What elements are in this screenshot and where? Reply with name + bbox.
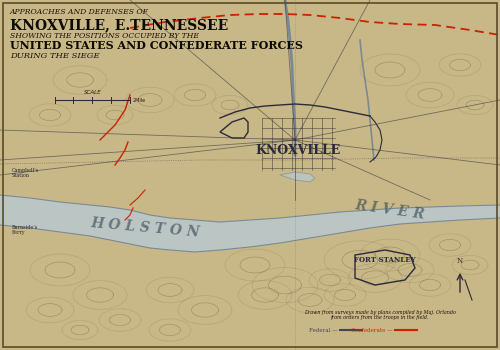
Text: Federal —: Federal — (310, 328, 338, 332)
Text: Confederate —: Confederate — (352, 328, 393, 332)
Text: UNITED STATES AND CONFEDERATE FORCES: UNITED STATES AND CONFEDERATE FORCES (10, 40, 303, 51)
Text: N: N (457, 257, 463, 265)
Text: Burnside's
Ferry: Burnside's Ferry (12, 225, 38, 236)
Text: KNOXVILLE: KNOXVILLE (256, 144, 340, 156)
Text: R I V E R: R I V E R (354, 198, 426, 222)
Text: FORT STANLEY: FORT STANLEY (354, 256, 416, 264)
Text: Campbell's
Station: Campbell's Station (12, 168, 39, 179)
Polygon shape (280, 172, 315, 182)
Text: DURING THE SIEGE: DURING THE SIEGE (10, 52, 100, 60)
Polygon shape (0, 195, 500, 252)
Text: Drawn from surveys made by plans compiled by Maj. Orlando
from orders from the t: Drawn from surveys made by plans compile… (304, 310, 456, 320)
Text: SCALE: SCALE (84, 90, 102, 95)
Text: 2Mile: 2Mile (133, 98, 146, 104)
Text: KNOXVILLE, E.TENNESSEE: KNOXVILLE, E.TENNESSEE (10, 18, 228, 32)
Text: SHOWING THE POSITIONS OCCUPIED BY THE: SHOWING THE POSITIONS OCCUPIED BY THE (10, 32, 199, 40)
Text: H O L S T O N: H O L S T O N (90, 216, 200, 240)
Text: APPROACHES AND DEFENSES OF: APPROACHES AND DEFENSES OF (10, 8, 149, 16)
